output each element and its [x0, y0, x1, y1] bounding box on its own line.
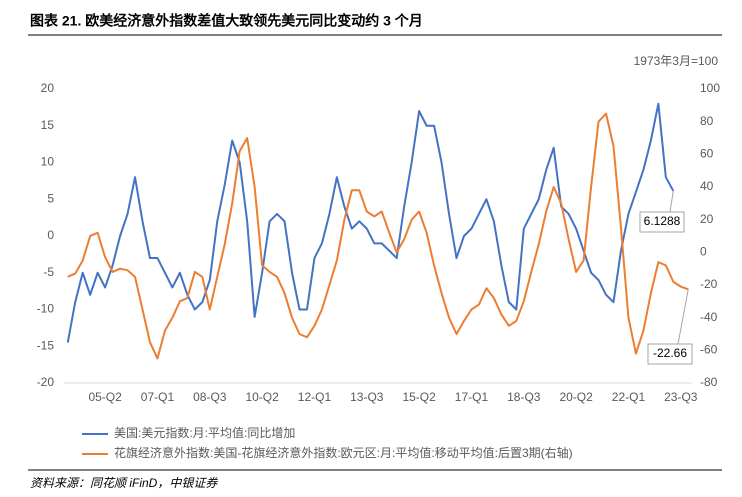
x-tick-label: 08-Q3 — [193, 390, 227, 404]
x-tick-label: 20-Q2 — [559, 390, 593, 404]
data-label: -22.66 — [653, 346, 687, 360]
y-tick-label: 10 — [41, 155, 55, 169]
x-tick-label: 17-Q1 — [455, 390, 489, 404]
x-tick-label: 05-Q2 — [88, 390, 122, 404]
y2-tick-label: -40 — [700, 310, 718, 324]
series-line — [67, 112, 689, 360]
y2-tick-label: 100 — [700, 81, 720, 95]
y2-axis-note: 1973年3月=100 — [634, 54, 719, 68]
y2-tick-label: -20 — [700, 277, 718, 291]
x-tick-label: 10-Q2 — [245, 390, 279, 404]
y-tick-label: 0 — [47, 228, 54, 242]
callout-leader — [677, 289, 689, 345]
source: 资料来源：同花顺 iFinD，中银证券 — [30, 476, 218, 490]
legend-label: 美国:美元指数:月:平均值:同比增加 — [114, 425, 295, 440]
y-tick-label: 20 — [41, 81, 55, 95]
x-tick-label: 13-Q3 — [350, 390, 384, 404]
x-tick-label: 18-Q3 — [507, 390, 541, 404]
x-tick-label: 12-Q1 — [298, 390, 332, 404]
y2-tick-label: 0 — [700, 245, 707, 259]
y-tick-label: 5 — [47, 191, 54, 205]
callout-box — [647, 343, 693, 365]
callout-box — [639, 211, 685, 233]
legend-label: 花旗经济意外指数:美国-花旗经济意外指数:欧元区:月:平均值:移动平均值:后置3… — [114, 445, 573, 460]
y-tick-label: 15 — [41, 118, 55, 132]
callout-leader — [669, 190, 674, 213]
y-tick-label: -5 — [43, 265, 54, 279]
y2-tick-label: 60 — [700, 147, 714, 161]
y-tick-label: -10 — [37, 302, 55, 316]
y2-tick-label: 40 — [700, 179, 714, 193]
series-line — [66, 102, 675, 343]
x-tick-label: 15-Q2 — [402, 390, 436, 404]
y2-tick-label: -60 — [700, 343, 718, 357]
x-tick-label: 23-Q3 — [664, 390, 698, 404]
y2-tick-label: 80 — [700, 114, 714, 128]
y-tick-label: -15 — [37, 338, 55, 352]
chart-title: 图表 21. 欧美经济意外指数差值大致领先美元同比变动约 3 个月 — [30, 13, 423, 29]
x-tick-label: 07-Q1 — [141, 390, 175, 404]
y2-tick-label: 20 — [700, 212, 714, 226]
data-label: 6.1288 — [644, 214, 681, 228]
x-tick-label: 22-Q1 — [612, 390, 646, 404]
y-tick-label: -20 — [37, 375, 55, 389]
y2-tick-label: -80 — [700, 375, 718, 389]
